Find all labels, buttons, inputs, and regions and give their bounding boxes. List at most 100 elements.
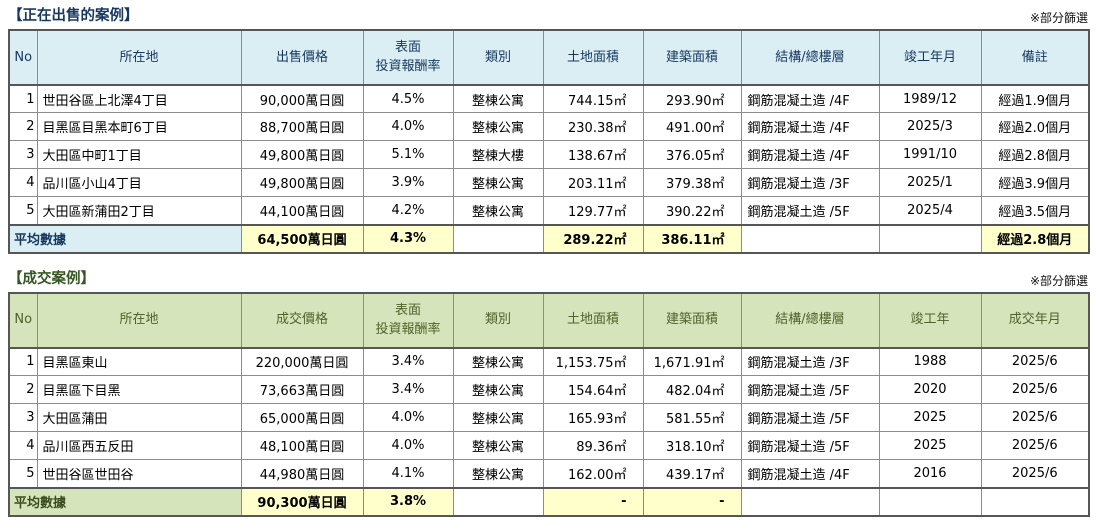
average-row: 平均數據 64,500萬日圓 4.3% 289.22㎡ 386.11㎡ 經過2.8個月: [8, 223, 1090, 254]
section-for-sale-cases: 【正在出售的案例】 ※部分篩選 No 所在地 出售價格 表面 投資報酬率 類別 土地面積建…: [8, 7, 1090, 254]
average-cell-completion: [878, 223, 982, 254]
cell-location: 品川區西五反田: [36, 431, 242, 461]
table-row: 1 世田谷區上北澤4丁目 90,000萬日圓 4.5% 整棟公寓 744.15㎡ 293.9…: [8, 84, 1090, 114]
cell-yield: 4.0%: [362, 112, 454, 142]
average-cell-note: 經過2.8個月: [980, 223, 1090, 254]
cell-note: 經過1.9個月: [980, 84, 1090, 114]
col-header-price: 出售價格: [240, 29, 364, 86]
col-header-location: 所在地: [36, 29, 242, 86]
cell-no: 3: [8, 403, 38, 433]
col-header-completion: 竣工年月: [878, 29, 982, 86]
average-label: 平均數據: [8, 486, 242, 517]
cell-no: 4: [8, 168, 38, 198]
cell-note: 2025/6: [980, 403, 1090, 433]
col-header-type: 類別: [452, 292, 544, 349]
cell-structure: 鋼筋混凝土造 /4F: [740, 459, 880, 489]
cell-no: 5: [8, 459, 38, 489]
header-row: No 所在地 出售價格 表面 投資報酬率 類別 土地面積 建築面積 結構/總樓層 竣工年月 備註: [8, 29, 1090, 86]
cell-type: 整棟公寓: [452, 112, 544, 142]
table-row: 3 大田區中町1丁目 49,800萬日圓 5.1% 整棟大樓 138.67㎡ 376.05㎡…: [8, 140, 1090, 170]
cell-yield: 4.2%: [362, 196, 454, 226]
cell-yield: 4.0%: [362, 431, 454, 461]
cell-completion: 2025/4: [878, 196, 982, 226]
col-header-note: 成交年月: [980, 292, 1090, 349]
cell-building-area: 1,671.91㎡: [642, 347, 742, 377]
cell-land-area: 230.38㎡: [542, 112, 644, 142]
cell-location: 世田谷區上北澤4丁目: [36, 84, 242, 114]
cell-note: 2025/6: [980, 347, 1090, 377]
cell-completion: 1991/10: [878, 140, 982, 170]
cell-location: 目黑區東山: [36, 347, 242, 377]
cell-building-area: 318.10㎡: [642, 431, 742, 461]
cell-type: 整棟公寓: [452, 84, 544, 114]
cell-completion: 2025: [878, 403, 982, 433]
cell-price: 44,980萬日圓: [240, 459, 364, 489]
table-row: 4 品川區小山4丁目 49,800萬日圓 3.9% 整棟公寓 203.11㎡ 379.38㎡…: [8, 168, 1090, 198]
listing-report-page: 【正在出售的案例】 ※部分篩選 No 所在地 出售價格 表面 投資報酬率 類別 土地面積建…: [8, 7, 1090, 517]
cell-yield: 4.1%: [362, 459, 454, 489]
average-cell-building-area: -: [642, 486, 742, 517]
cell-building-area: 439.17㎡: [642, 459, 742, 489]
cell-structure: 鋼筋混凝土造 /5F: [740, 431, 880, 461]
for-sale-title: 【正在出售的案例】: [8, 8, 139, 24]
cell-type: 整棟公寓: [452, 347, 544, 377]
cell-no: 4: [8, 431, 38, 461]
col-header-building-area: 建築面積: [642, 29, 742, 86]
col-header-land-area: 土地面積: [542, 292, 644, 349]
cell-no: 3: [8, 140, 38, 170]
col-header-location: 所在地: [36, 292, 242, 349]
cell-location: 目黑區下目黑: [36, 375, 242, 405]
cell-yield: 4.0%: [362, 403, 454, 433]
cell-structure: 鋼筋混凝土造 /4F: [740, 140, 880, 170]
cell-location: 大田區新蒲田2丁目: [36, 196, 242, 226]
cell-price: 49,800萬日圓: [240, 168, 364, 198]
col-header-yield: 表面 投資報酬率: [362, 292, 454, 349]
average-cell-yield: 4.3%: [362, 223, 454, 254]
cell-type: 整棟公寓: [452, 403, 544, 433]
average-cell-building-area: 386.11㎡: [642, 223, 742, 254]
cell-building-area: 376.05㎡: [642, 140, 742, 170]
cell-note: 經過3.9個月: [980, 168, 1090, 198]
col-header-price: 成交價格: [240, 292, 364, 349]
table-row: 1 目黑區東山 220,000萬日圓 3.4% 整棟公寓 1,153.75㎡ 1,671.9…: [8, 347, 1090, 377]
cell-building-area: 581.55㎡: [642, 403, 742, 433]
cell-price: 90,000萬日圓: [240, 84, 364, 114]
cell-land-area: 203.11㎡: [542, 168, 644, 198]
cell-type: 整棟公寓: [452, 459, 544, 489]
cell-building-area: 379.38㎡: [642, 168, 742, 198]
cell-note: 2025/6: [980, 375, 1090, 405]
header-row: No 所在地 成交價格 表面 投資報酬率 類別 土地面積 建築面積 結構/總樓層 竣工年 成交年月: [8, 292, 1090, 349]
cell-land-area: 1,153.75㎡: [542, 347, 644, 377]
cell-type: 整棟公寓: [452, 196, 544, 226]
cell-note: 2025/6: [980, 431, 1090, 461]
cell-price: 65,000萬日圓: [240, 403, 364, 433]
table-row: 5 大田區新蒲田2丁目 44,100萬日圓 4.2% 整棟公寓 129.77㎡ 390.22…: [8, 196, 1090, 226]
col-header-no: No: [8, 29, 38, 86]
cell-location: 世田谷區世田谷: [36, 459, 242, 489]
closed-table: No 所在地 成交價格 表面 投資報酬率 類別 土地面積 建築面積 結構/總樓層 竣工年 成交年月…: [8, 291, 1090, 517]
table-row: 4 品川區西五反田 48,100萬日圓 4.0% 整棟公寓 89.36㎡ 318.10㎡ 鋼筋…: [8, 431, 1090, 461]
average-label: 平均數據: [8, 223, 242, 254]
for-sale-filter-note: ※部分篩選: [1029, 10, 1088, 25]
col-header-type: 類別: [452, 29, 544, 86]
cell-note: 經過3.5個月: [980, 196, 1090, 226]
table-row: 3 大田區蒲田 65,000萬日圓 4.0% 整棟公寓 165.93㎡ 581.55㎡ 鋼筋混…: [8, 403, 1090, 433]
col-header-building-area: 建築面積: [642, 292, 742, 349]
cell-completion: 1988: [878, 347, 982, 377]
cell-no: 1: [8, 84, 38, 114]
cell-yield: 3.4%: [362, 347, 454, 377]
cell-price: 88,700萬日圓: [240, 112, 364, 142]
cell-yield: 3.9%: [362, 168, 454, 198]
cell-no: 1: [8, 347, 38, 377]
cell-note: 2025/6: [980, 459, 1090, 489]
for-sale-section-header: 【正在出售的案例】 ※部分篩選: [8, 7, 1088, 26]
closed-title: 【成交案例】: [8, 270, 95, 287]
average-cell-land-area: -: [542, 486, 644, 517]
cell-completion: 1989/12: [878, 84, 982, 114]
cell-no: 5: [8, 196, 38, 226]
cell-type: 整棟大樓: [452, 140, 544, 170]
for-sale-table: No 所在地 出售價格 表面 投資報酬率 類別 土地面積 建築面積 結構/總樓層 竣工年月 備註 1…: [8, 28, 1090, 254]
cell-structure: 鋼筋混凝土造 /5F: [740, 403, 880, 433]
col-header-yield: 表面 投資報酬率: [362, 29, 454, 86]
average-cell-structure: [740, 486, 880, 517]
